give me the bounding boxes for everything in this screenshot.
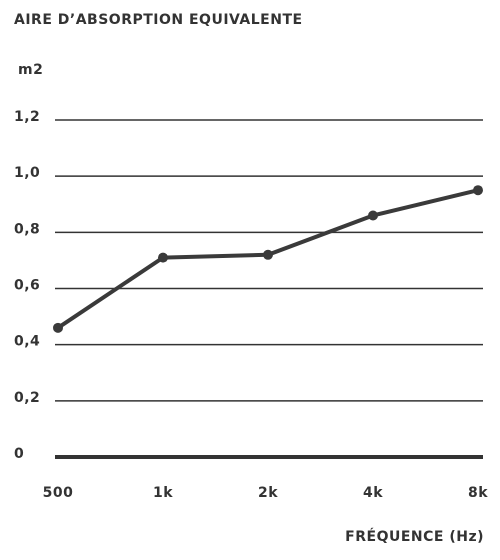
x-axis-label: FRÉQUENCE (Hz) (345, 528, 484, 545)
x-tick-label: 4k (363, 485, 383, 501)
y-tick-label: 1,0 (14, 165, 40, 181)
y-tick-label: 0,8 (14, 221, 40, 237)
point (368, 210, 378, 221)
x-tick-label: 500 (43, 485, 74, 501)
point (158, 252, 168, 263)
y-tick-label: 0,2 (14, 390, 40, 406)
chart-title: AIRE D’ABSORPTION EQUIVALENTE (14, 12, 303, 28)
y-tick-label: 0,4 (14, 334, 40, 350)
y-tick-label: 0 (14, 446, 24, 462)
point (473, 185, 483, 196)
x-tick-label: 8k (468, 485, 488, 501)
y-tick-label: 1,2 (14, 109, 40, 125)
x-tick-label: 1k (153, 485, 173, 501)
y-axis-label: m2 (18, 62, 43, 78)
y-tick-label: 0,6 (14, 278, 40, 294)
x-tick-label: 2k (258, 485, 278, 501)
point (53, 322, 63, 333)
point (263, 249, 273, 260)
